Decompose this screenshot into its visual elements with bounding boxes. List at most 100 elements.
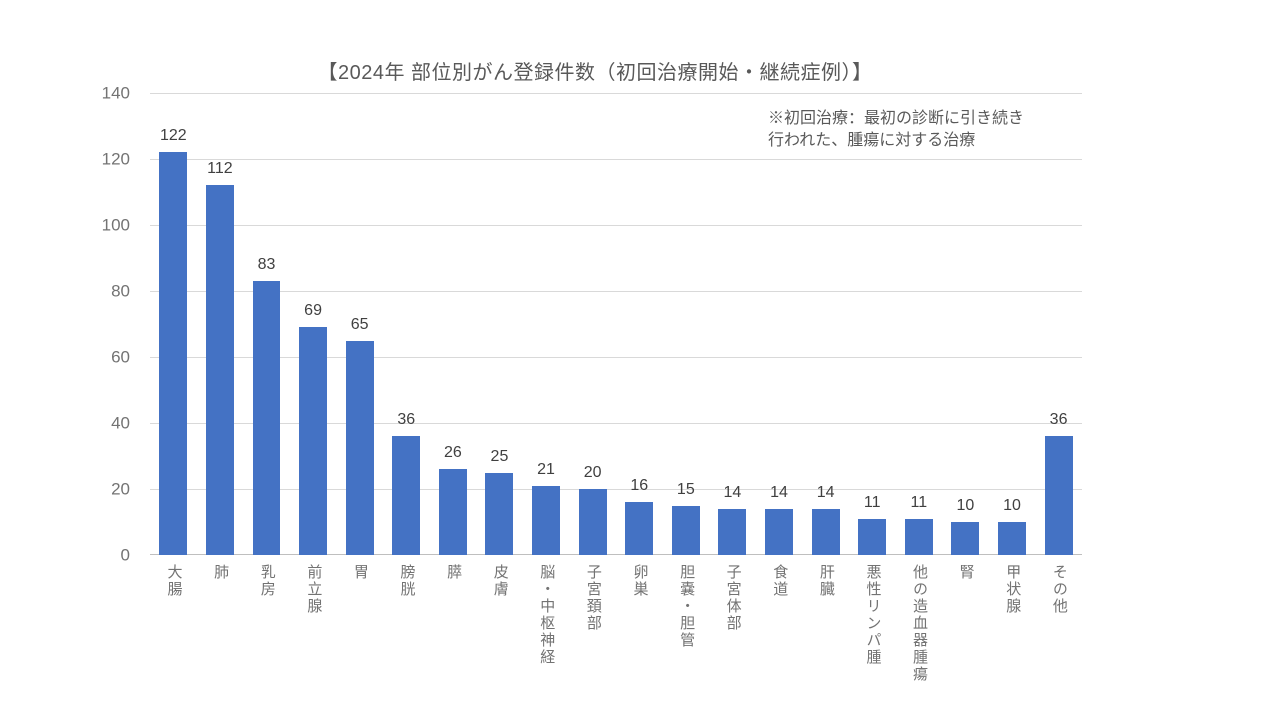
gridline-80 [150,291,1082,292]
x-axis-line [150,554,1082,555]
bar-value-label: 16 [630,477,649,495]
x-category-label: 大腸 [165,564,183,598]
bar-slot: 14 [756,93,803,555]
bar [858,518,887,555]
x-category-label: 脳・中枢神経 [538,564,556,666]
x-category-label: 他の造血器腫瘍 [911,564,929,683]
bar [625,502,654,555]
bar [904,518,933,555]
bar [485,472,514,555]
bar [1044,436,1073,555]
bar-value-label: 20 [583,464,602,481]
bar-slot: 20 [569,93,616,555]
x-category-label: 甲状腺 [1004,564,1022,615]
x-label-slot: 悪性リンパ腫 [849,564,896,666]
x-label-slot: 食道 [756,564,803,598]
x-category-label: 皮膚 [491,564,509,598]
x-category-label: 腎 [957,564,975,581]
bar [345,340,374,555]
x-label-slot: 前立腺 [290,564,337,615]
bar-value-label: 10 [1003,497,1021,514]
x-category-label: 子宮頚部 [584,564,602,632]
x-label-slot: 脳・中枢神経 [523,564,570,666]
y-tick-label-140: 140 [101,83,130,103]
bar-value-label: 14 [723,483,742,501]
x-category-label: 食道 [771,564,789,598]
x-label-slot: 肝臓 [802,564,849,598]
bar-value-label: 14 [816,483,835,501]
x-label-slot: 膵 [430,564,477,581]
x-category-label: 悪性リンパ腫 [864,564,882,666]
bar-slot: 65 [336,93,383,555]
x-category-label: 肝臓 [817,564,835,598]
bar-value-label: 65 [350,315,369,333]
x-label-slot: 皮膚 [476,564,523,598]
x-label-slot: 大腸 [150,564,197,598]
bar-value-label: 11 [863,493,881,511]
x-label-slot: 子宮頚部 [569,564,616,632]
y-tick-label-100: 100 [101,215,130,235]
bar-value-label: 21 [537,460,555,478]
x-label-slot: その他 [1035,564,1082,615]
bar [671,505,700,555]
bar-slot: 16 [616,93,663,555]
bar-value-label: 83 [257,256,276,274]
bar-value-label: 25 [490,447,509,465]
x-label-slot: 腎 [942,564,989,581]
bar [718,508,747,555]
x-label-slot: 子宮体部 [709,564,756,632]
bar-slot: 11 [896,93,943,555]
bar [159,152,188,555]
y-tick-label-120: 120 [101,149,130,169]
x-label-slot: 乳房 [243,564,290,598]
bar-slot: 21 [523,93,570,555]
bar-slot: 122 [150,93,197,555]
bar-value-label: 36 [397,411,416,429]
y-tick-label-0: 0 [120,545,130,565]
x-label-slot: 肺 [197,564,244,581]
x-label-slot: 卵巣 [616,564,663,598]
x-category-label: 膀胱 [398,564,416,598]
gridline-100 [150,225,1082,226]
bar-slot: 69 [290,93,337,555]
gridline-140 [150,93,1082,94]
x-category-label: 膵 [445,564,463,581]
x-axis-category-labels: 大腸 肺 乳房 前立腺 胃 膀胱 膵 皮膚 脳・中枢神経 子宮頚部 卵巣 胆嚢・胆管 子宮体部 食道 肝臓悪… [150,564,1082,714]
x-category-label: 胆嚢・胆管 [678,564,696,649]
bar [811,508,840,555]
gridline-60 [150,357,1082,358]
bar-slot: 15 [663,93,710,555]
bar [205,185,234,555]
bar-slot: 36 [1035,93,1082,555]
x-category-label: 肺 [212,564,230,581]
bar-slot: 11 [849,93,896,555]
bar-slot: 10 [989,93,1036,555]
bar-value-label: 10 [956,497,975,514]
gridline-20 [150,489,1082,490]
x-label-slot: 膀胱 [383,564,430,598]
bar [252,281,281,555]
bar-slot: 14 [802,93,849,555]
bar [998,522,1026,555]
x-label-slot: 甲状腺 [989,564,1036,615]
chart-title: 【2024年 部位別がん登録件数（初回治療開始・継続症例）】 [317,62,873,84]
bar-slot: 14 [709,93,756,555]
bar-slot: 36 [383,93,430,555]
bar-slot: 10 [942,93,989,555]
gridline-120 [150,159,1082,160]
bar-slot: 112 [197,93,244,555]
x-category-label: 胃 [351,564,369,581]
bar-value-label: 14 [770,483,788,501]
bar-slot: 26 [430,93,477,555]
bar-value-label: 69 [304,302,322,320]
bar [299,327,328,555]
bar-series: 122 112 83 69 65 36 26 25 21 20 16 15 14 14 14 11 11 10 10… [150,93,1082,555]
y-axis-tick-labels: 0 20 40 60 80 100 120 140 [0,85,140,564]
bar [532,485,561,555]
x-category-label: 子宮体部 [724,564,742,632]
y-tick-label-40: 40 [111,413,130,433]
y-tick-label-20: 20 [111,479,130,499]
bar [578,489,607,555]
y-tick-label-60: 60 [111,347,130,367]
